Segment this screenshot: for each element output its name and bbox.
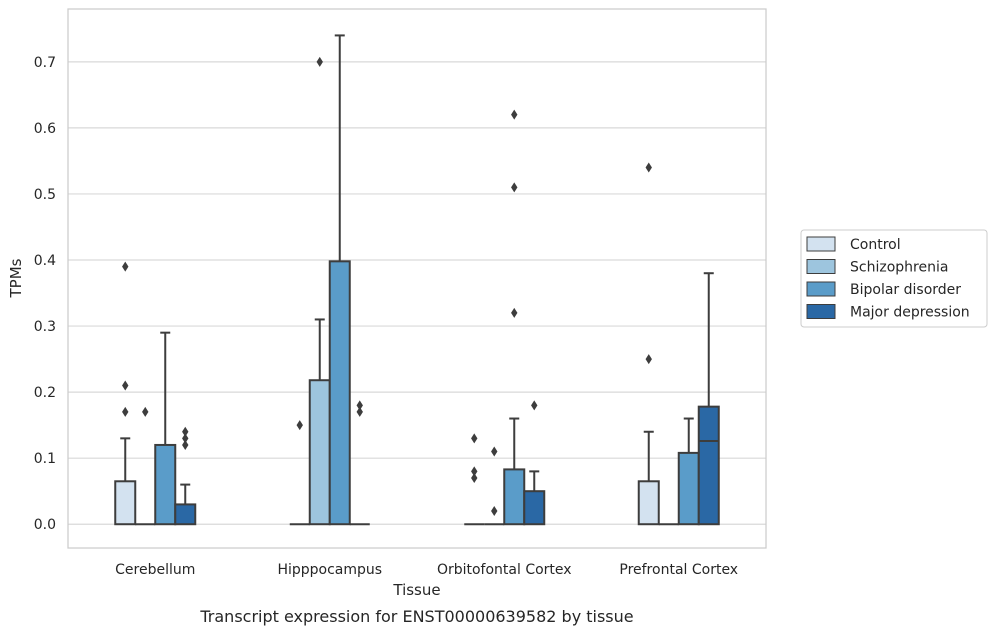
outlier-point bbox=[471, 433, 478, 444]
box-control-2 bbox=[464, 433, 485, 526]
x-axis-label: Tissue bbox=[392, 581, 440, 599]
y-tick-label: 0.0 bbox=[34, 517, 56, 533]
legend-item: Schizophrenia bbox=[806, 259, 948, 276]
box-iqr bbox=[174, 503, 197, 526]
box-bipolar-disorder-2 bbox=[503, 109, 526, 526]
outlier-point bbox=[645, 162, 652, 173]
outlier-point bbox=[491, 446, 498, 457]
box-control-0 bbox=[114, 261, 137, 526]
box-control-3 bbox=[637, 162, 660, 526]
series-major-depression bbox=[174, 272, 720, 526]
outlier-point bbox=[122, 406, 129, 417]
x-tick-label: Prefrontal Cortex bbox=[619, 562, 738, 578]
legend-swatch bbox=[806, 281, 836, 297]
outlier-point bbox=[511, 182, 518, 193]
legend-item: Control bbox=[806, 236, 901, 253]
y-tick-label: 0.1 bbox=[34, 451, 56, 467]
figure-caption: Transcript expression for ENST0000063958… bbox=[199, 607, 633, 626]
outlier-point bbox=[122, 380, 129, 391]
box-series bbox=[114, 34, 720, 526]
plot-area-frame bbox=[67, 8, 767, 549]
x-tick-label: Cerebellum bbox=[115, 562, 195, 578]
legend-swatch bbox=[806, 259, 836, 274]
outlier-point bbox=[356, 400, 363, 411]
box-major-depression-2 bbox=[523, 400, 546, 526]
box-schizophrenia-2 bbox=[484, 446, 505, 526]
box-iqr bbox=[637, 480, 660, 526]
legend-swatch bbox=[806, 304, 836, 319]
box-iqr bbox=[328, 260, 351, 526]
box-control-1 bbox=[289, 420, 310, 526]
series-control bbox=[114, 162, 660, 526]
y-tick-label: 0.3 bbox=[34, 319, 56, 335]
series-schizophrenia bbox=[135, 56, 679, 526]
outlier-point bbox=[531, 400, 538, 411]
outlier-point bbox=[645, 354, 652, 365]
legend-item: Bipolar disorder bbox=[806, 281, 961, 298]
x-tick-label: Orbitofontal Cortex bbox=[437, 562, 572, 578]
box-schizophrenia-0 bbox=[135, 406, 156, 526]
box-bipolar-disorder-1 bbox=[328, 34, 351, 526]
legend-swatch bbox=[806, 236, 836, 252]
box-iqr bbox=[697, 405, 720, 526]
outlier-point bbox=[296, 420, 303, 431]
y-tick-label: 0.6 bbox=[34, 121, 56, 137]
series-bipolar-disorder bbox=[154, 34, 700, 526]
outlier-point bbox=[316, 56, 323, 67]
outlier-point bbox=[356, 406, 363, 417]
y-tick-label: 0.2 bbox=[34, 385, 56, 401]
box-schizophrenia-1 bbox=[308, 56, 331, 526]
box-major-depression-0 bbox=[174, 426, 197, 526]
x-tick-label: Hipppocampus bbox=[277, 562, 382, 578]
box-bipolar-disorder-0 bbox=[154, 331, 177, 526]
box-iqr bbox=[503, 468, 526, 526]
x-axis-ticks: Cerebellum Hipppocampus Orbitofontal Corte… bbox=[115, 562, 738, 578]
outlier-point bbox=[182, 439, 189, 450]
outlier-point bbox=[142, 406, 149, 417]
legend-label: Major depression bbox=[850, 305, 970, 321]
outlier-point bbox=[182, 426, 189, 437]
outlier-point bbox=[511, 109, 518, 120]
grid-lines bbox=[68, 61, 766, 525]
legend-label: Schizophrenia bbox=[850, 260, 948, 276]
legend-label: Bipolar disorder bbox=[850, 282, 961, 298]
legend: Control Schizophrenia Bipolar disorder Majo… bbox=[800, 229, 988, 328]
box-iqr bbox=[308, 379, 331, 526]
outlier-point bbox=[122, 261, 129, 272]
box-bipolar-disorder-3 bbox=[677, 417, 700, 526]
outlier-point bbox=[471, 466, 478, 477]
box-major-depression-3 bbox=[697, 272, 720, 526]
box-major-depression-1 bbox=[349, 400, 370, 526]
box-iqr bbox=[154, 443, 177, 526]
legend-item: Major depression bbox=[806, 304, 970, 321]
outlier-point bbox=[511, 307, 518, 318]
box-iqr bbox=[523, 490, 546, 526]
outlier-point bbox=[491, 506, 498, 517]
box-iqr bbox=[114, 480, 137, 526]
outlier-point bbox=[471, 472, 478, 483]
y-axis-ticks: 0.0 0.1 0.2 0.3 0.4 0.5 0.6 0.7 bbox=[34, 55, 56, 533]
outlier-point bbox=[182, 433, 189, 444]
legend-frame bbox=[800, 229, 988, 328]
y-tick-label: 0.7 bbox=[34, 55, 56, 71]
legend-label: Control bbox=[850, 237, 901, 253]
box-iqr bbox=[677, 451, 700, 526]
y-tick-label: 0.4 bbox=[34, 253, 56, 269]
y-axis-label: TPMs bbox=[7, 258, 25, 298]
y-tick-label: 0.5 bbox=[34, 187, 56, 203]
